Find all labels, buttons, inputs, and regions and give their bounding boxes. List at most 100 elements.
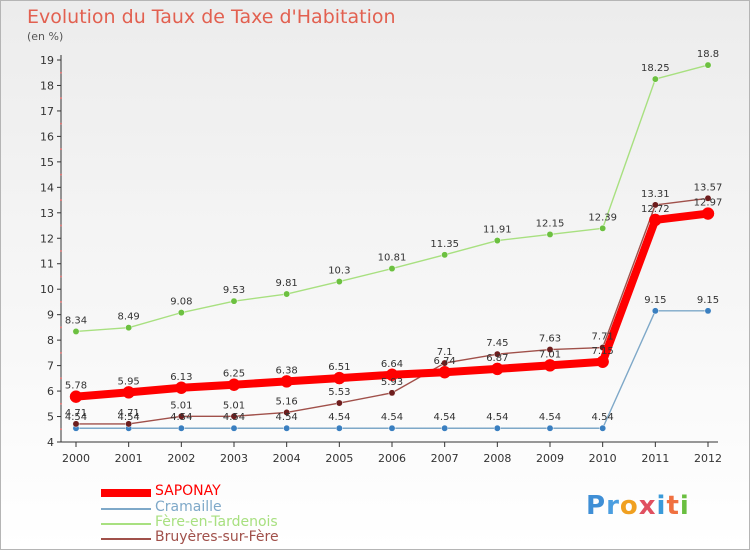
- data-point: [701, 207, 715, 220]
- data-label: 9.08: [170, 297, 192, 308]
- y-minor-tick: [60, 275, 62, 278]
- data-label: 8.34: [65, 315, 87, 326]
- data-label: 5.53: [328, 387, 350, 398]
- data-point: [335, 399, 343, 407]
- y-tick-label: 19: [40, 54, 54, 67]
- legend-swatch: [101, 508, 151, 510]
- data-label: 4.54: [65, 412, 87, 423]
- data-point: [493, 350, 501, 358]
- data-point: [227, 378, 241, 391]
- data-label: 5.01: [170, 400, 192, 411]
- legend-label: Bruyères-sur-Fère: [155, 529, 279, 545]
- y-minor-tick: [60, 199, 62, 201]
- data-label: 4.54: [486, 412, 508, 423]
- data-point: [283, 290, 291, 298]
- logo-letter: i: [656, 491, 667, 521]
- x-tick-label: 2003: [220, 452, 248, 465]
- data-label: 6.87: [486, 353, 508, 364]
- data-label: 6.74: [434, 356, 456, 367]
- logo-letter: o: [619, 491, 639, 521]
- x-tick-label: 2004: [273, 452, 301, 465]
- data-point: [230, 412, 238, 420]
- legend-swatch: [101, 523, 151, 525]
- data-label: 13.57: [694, 182, 723, 193]
- y-tick-label: 4: [47, 436, 54, 449]
- x-tick-label: 2002: [167, 452, 195, 465]
- y-minor-tick: [60, 250, 62, 252]
- data-label: 9.53: [223, 285, 245, 296]
- y-minor-tick: [60, 377, 62, 380]
- data-label: 4.54: [170, 412, 192, 423]
- y-tick-label: 11: [40, 258, 54, 271]
- data-point: [125, 420, 133, 428]
- proxiti-logo: Proxiti: [586, 491, 690, 521]
- x-tick-label: 2009: [536, 452, 564, 465]
- data-point: [438, 365, 451, 379]
- y-minor-tick: [60, 351, 62, 354]
- logo-letter: x: [638, 491, 657, 521]
- data-label: 4.54: [223, 412, 245, 423]
- data-point: [283, 409, 291, 416]
- data-point: [596, 355, 609, 369]
- unit-label: (en %): [27, 30, 64, 43]
- data-label: 18.8: [697, 49, 719, 60]
- data-label: 6.38: [276, 365, 298, 376]
- data-label: 4.54: [381, 412, 403, 423]
- data-label: 8.49: [118, 312, 140, 323]
- data-point: [546, 346, 554, 354]
- data-label: 4.54: [592, 412, 614, 423]
- data-point: [69, 390, 83, 403]
- data-label: 7.01: [539, 349, 561, 360]
- y-tick-label: 12: [40, 232, 54, 245]
- data-point: [335, 424, 343, 432]
- data-point: [546, 424, 554, 432]
- x-tick-label: 2005: [325, 452, 353, 465]
- data-point: [599, 424, 607, 432]
- x-tick-label: 2011: [641, 452, 669, 465]
- data-label: 7.15: [592, 346, 614, 357]
- series-line: [75, 64, 709, 333]
- y-minor-tick: [60, 97, 62, 100]
- data-point: [388, 424, 396, 432]
- data-point: [177, 424, 185, 432]
- data-point: [651, 307, 659, 315]
- data-label: 18.25: [641, 63, 670, 74]
- data-point: [72, 420, 80, 428]
- data-label: 4.71: [118, 408, 140, 419]
- data-point: [441, 424, 449, 432]
- data-label: 5.16: [276, 396, 298, 407]
- data-label: 6.25: [223, 369, 245, 380]
- data-label: 11.91: [483, 225, 512, 236]
- y-minor-tick: [60, 326, 62, 329]
- data-point: [704, 61, 712, 69]
- logo-letter: r: [606, 491, 620, 521]
- data-label: 5.78: [65, 381, 87, 392]
- y-minor-tick: [60, 71, 62, 74]
- y-tick-label: 8: [47, 334, 54, 347]
- x-tick-label: 2006: [378, 452, 406, 465]
- data-label: 5.93: [381, 377, 403, 388]
- data-point: [651, 201, 659, 209]
- logo-letter: i: [679, 491, 690, 521]
- legend-label: SAPONAY: [155, 483, 221, 499]
- y-minor-tick: [60, 301, 62, 303]
- y-minor-tick: [60, 428, 62, 431]
- data-label: 4.71: [65, 408, 87, 419]
- data-point: [230, 297, 238, 305]
- y-tick-label: 13: [40, 207, 54, 220]
- data-point: [649, 213, 662, 227]
- y-tick-label: 16: [40, 130, 54, 143]
- data-label: 13.31: [641, 189, 670, 200]
- y-tick-label: 15: [40, 156, 54, 169]
- data-label: 4.54: [328, 412, 350, 423]
- data-label: 12.39: [588, 212, 617, 223]
- data-label: 4.54: [539, 412, 561, 423]
- data-point: [651, 75, 659, 83]
- data-label: 9.15: [697, 295, 719, 306]
- data-point: [177, 309, 185, 317]
- data-label: 12.15: [536, 218, 565, 229]
- data-point: [493, 237, 501, 245]
- x-tick-label: 2007: [431, 452, 459, 465]
